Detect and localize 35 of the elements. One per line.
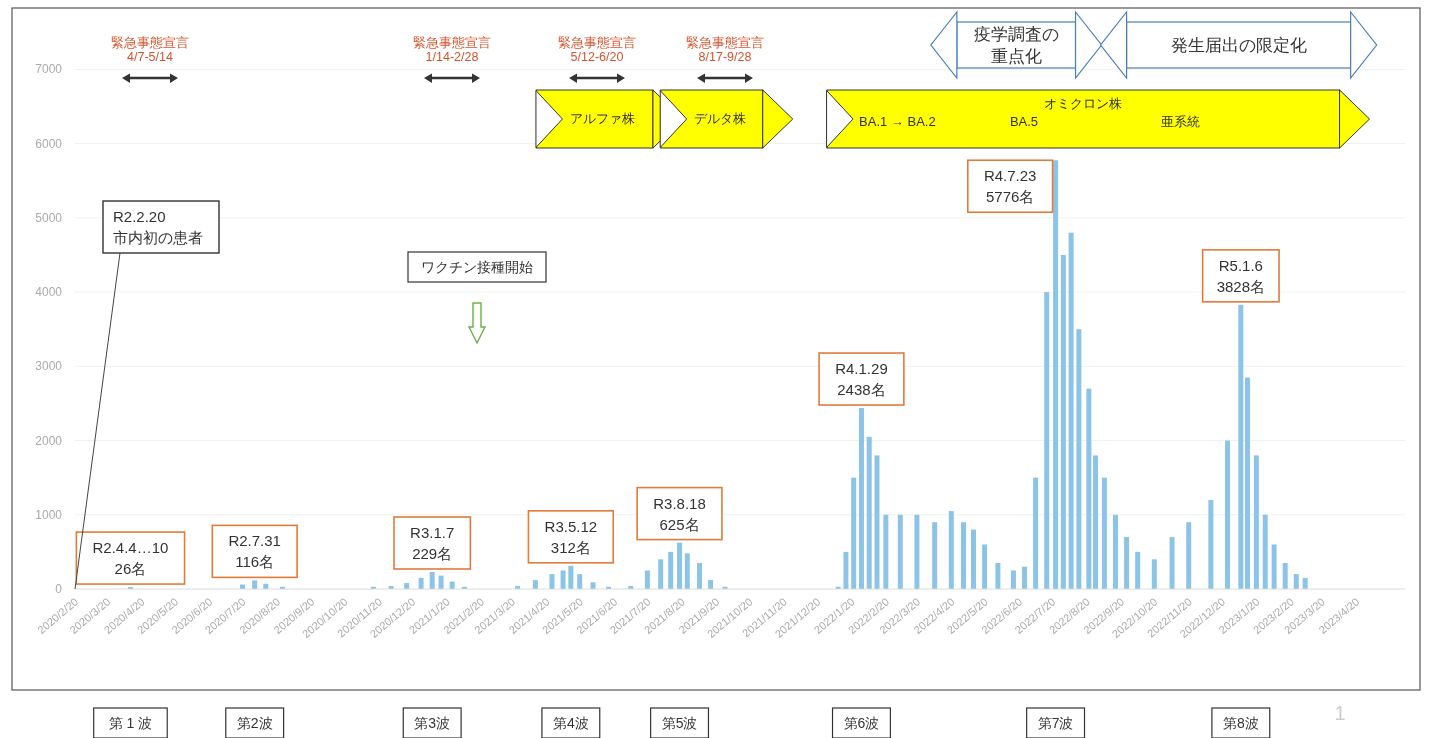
band-label: 発生届出の限定化 <box>1170 36 1307 55</box>
band-label: アルファ株 <box>570 111 636 126</box>
y-tick-label: 2000 <box>35 433 63 448</box>
annotation: ワクチン接種開始 <box>421 259 533 275</box>
band-label: 疫学調査の重点化 <box>973 25 1059 66</box>
annotation: R4.1.29 2438名 <box>835 360 888 399</box>
text: 第4波 <box>552 715 589 731</box>
annotation: 緊急事態宣言 8/17-9/28 <box>686 35 764 64</box>
text: 第 1 波 <box>108 715 153 731</box>
y-tick-label: 6000 <box>35 136 63 151</box>
annotation: R3.1.7 229名 <box>410 524 455 562</box>
annotation: 緊急事態宣言 5/12-6/20 <box>558 35 636 64</box>
text: オミクロン株 BA.1 → BA.2 BA.5 亜系統 <box>859 96 1200 129</box>
y-tick-label: 4000 <box>35 285 63 300</box>
annotation: R2.7.31 116名 <box>228 532 281 571</box>
y-tick-label: 0 <box>55 582 63 596</box>
y-tick-label: 3000 <box>35 359 63 374</box>
annotation: R2.4.4…10 26名 <box>92 539 169 578</box>
text: 第3波 <box>414 715 451 731</box>
y-tick-label: 1000 <box>35 507 63 522</box>
annotation: 緊急事態宣言 1/14-2/28 <box>413 35 491 64</box>
band-label: デルタ株 <box>693 111 746 126</box>
text: 第8波 <box>1222 715 1259 731</box>
annotation: 緊急事態宣言 4/7-5/14 <box>111 35 189 64</box>
y-tick-label: 5000 <box>35 210 63 225</box>
annotation: R2.2.20 市内初の患者 <box>113 208 203 246</box>
text: 第6波 <box>843 715 880 731</box>
annotation: R3.8.18 625名 <box>653 494 706 533</box>
annotation: R5.1.6 3828名 <box>1216 256 1266 295</box>
text: 第5波 <box>661 715 698 731</box>
annotation: R4.7.23 5776名 <box>983 167 1037 206</box>
text: 第2波 <box>236 715 273 731</box>
text: 第7波 <box>1037 715 1074 731</box>
y-tick-label: 7000 <box>35 62 63 77</box>
annotation: R3.5.12 312名 <box>544 517 598 556</box>
